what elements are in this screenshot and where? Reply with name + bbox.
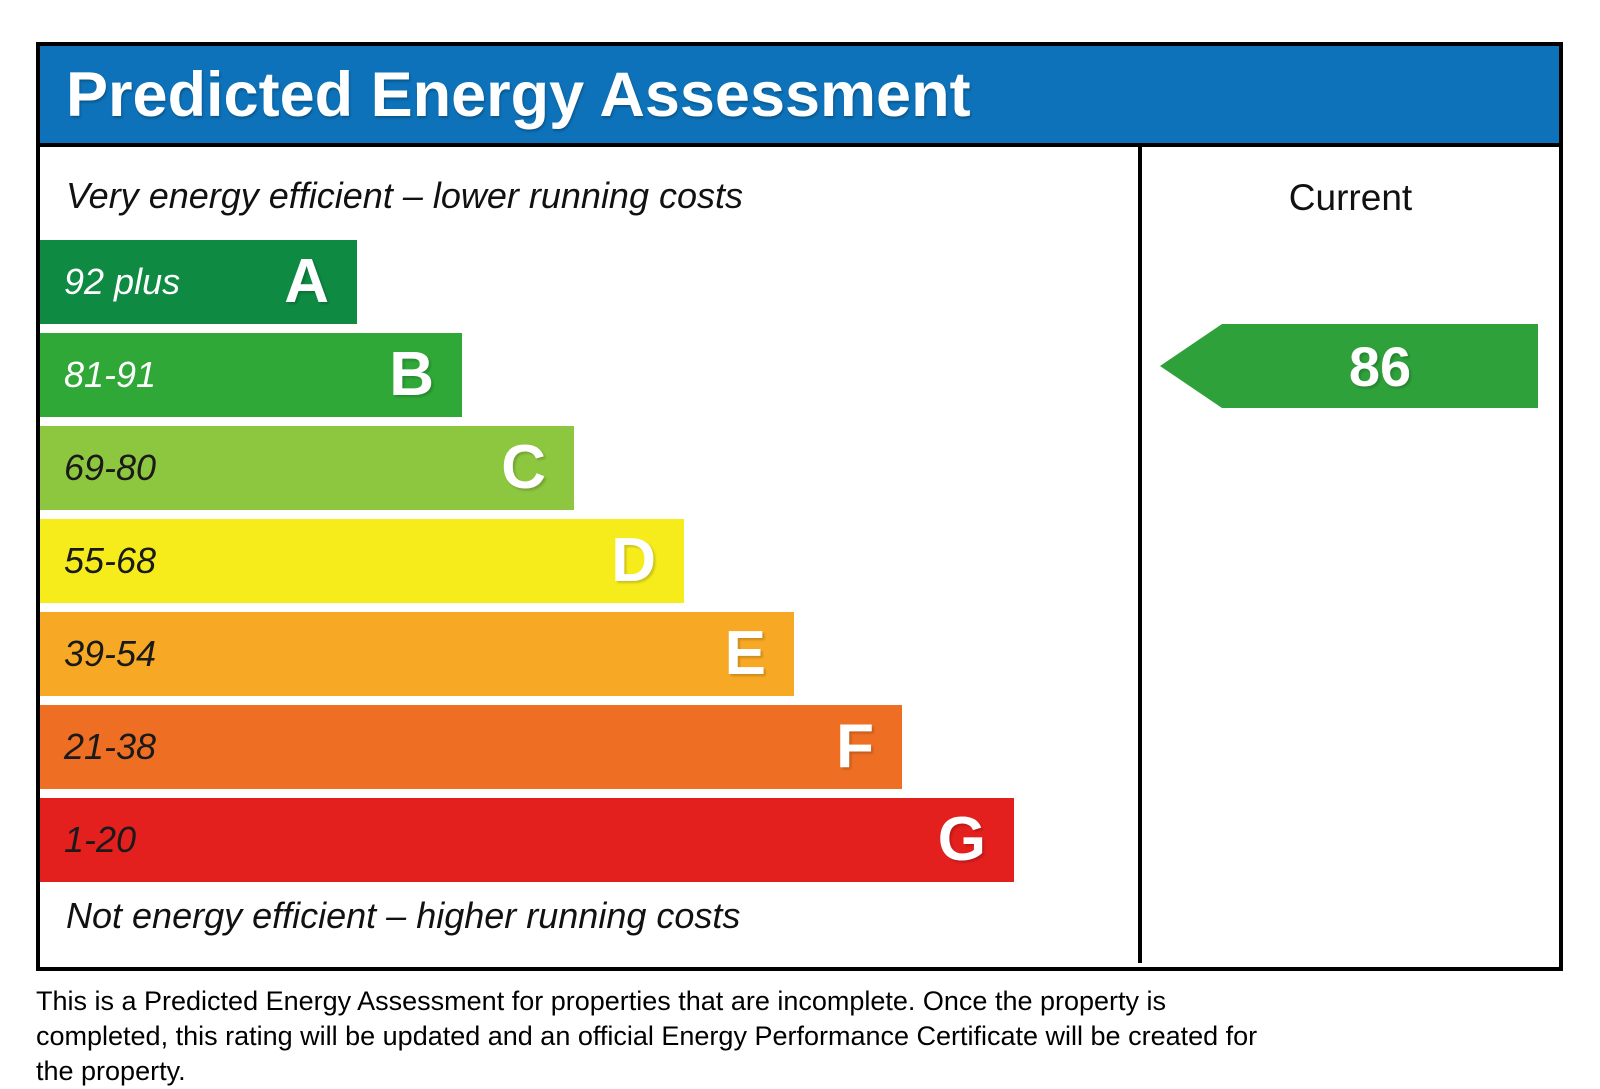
band-range-label: 55-68 — [64, 540, 157, 581]
band-letter: G — [937, 805, 986, 874]
band-letter: B — [389, 340, 434, 409]
current-column-header: Current — [1288, 177, 1413, 218]
panel-header: Predicted Energy Assessment — [40, 46, 1559, 147]
band-row-e: 39-54 E — [40, 612, 794, 696]
rating-bands: 92 plus A 81-91 B 69-80 C 55-68 D 39-54 — [40, 240, 1138, 891]
band-letter: F — [836, 712, 874, 781]
band-letter: C — [501, 433, 546, 502]
current-rating-column: Current 86 — [1138, 147, 1559, 963]
band-row-a: 92 plus A — [40, 240, 357, 324]
band-row-g: 1-20 G — [40, 798, 1014, 882]
band-row-d: 55-68 D — [40, 519, 684, 603]
band-row-c: 69-80 C — [40, 426, 574, 510]
top-efficiency-label: Very energy efficient – lower running co… — [66, 175, 744, 216]
band-letter: E — [724, 619, 766, 688]
current-rating-value: 86 — [1348, 334, 1412, 398]
page-title: Predicted Energy Assessment — [66, 59, 971, 130]
band-range-label: 1-20 — [64, 819, 137, 860]
band-range-label: 21-38 — [64, 726, 157, 767]
band-range-label: 39-54 — [64, 633, 157, 674]
energy-assessment-panel: Predicted Energy Assessment Very energy … — [36, 42, 1563, 971]
band-range-label: 92 plus — [64, 261, 181, 302]
panel-body: Very energy efficient – lower running co… — [40, 147, 1559, 963]
band-letter: A — [284, 247, 329, 316]
band-range-label: 81-91 — [64, 354, 157, 395]
bottom-efficiency-label: Not energy efficient – higher running co… — [66, 895, 741, 936]
band-row-b: 81-91 B — [40, 333, 462, 417]
current-rating-arrow: 86 — [1160, 324, 1538, 408]
rating-scale-column: Very energy efficient – lower running co… — [40, 147, 1138, 963]
band-range-label: 69-80 — [64, 447, 157, 488]
band-row-f: 21-38 F — [40, 705, 902, 789]
disclaimer-text: This is a Predicted Energy Assessment fo… — [36, 986, 1258, 1086]
band-letter: D — [611, 526, 656, 595]
